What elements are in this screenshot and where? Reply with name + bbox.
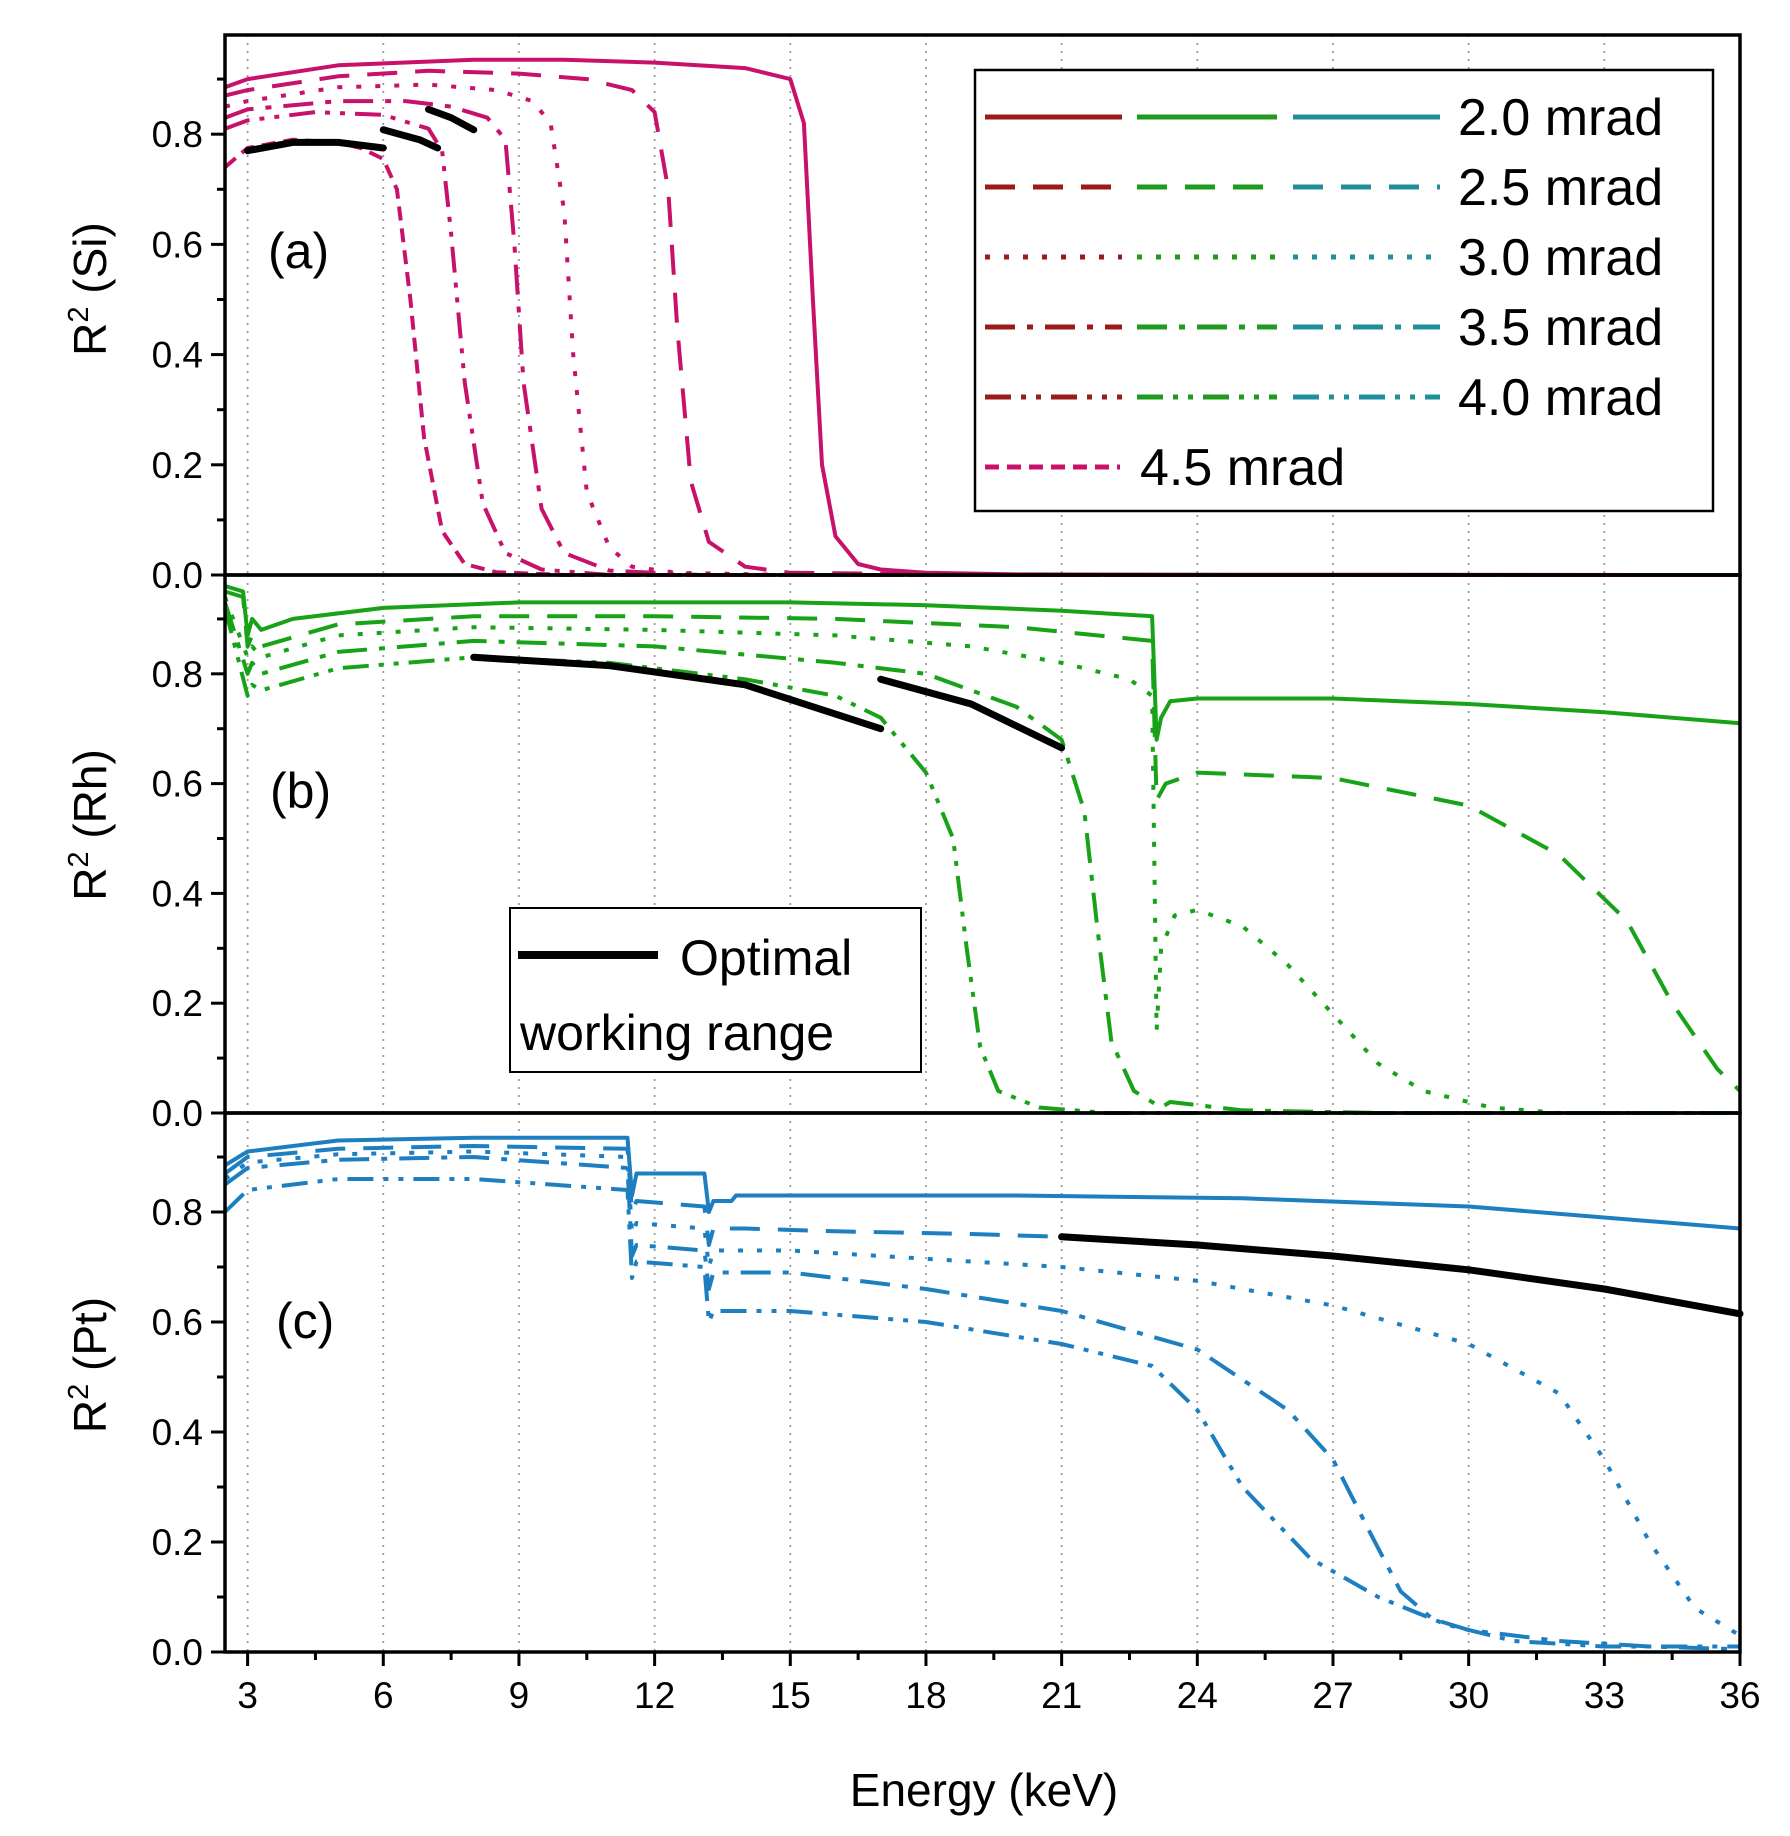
ytick-label-b-3: 0.6 (152, 764, 203, 805)
ylabel-b: R2 (Rh) (63, 749, 116, 901)
ylabel-c: R2 (Pt) (63, 1297, 116, 1433)
ytick-label-a-2: 0.4 (152, 335, 203, 376)
ylabel-a-sup: 2 (63, 306, 95, 322)
legend-label-3-0: 3.0 mrad (1458, 229, 1663, 287)
series-a-2-5-mrad (224, 68, 1740, 577)
series-c-3-0-mrad (223, 1149, 1742, 1638)
ylabel-a: R2 (Si) (63, 222, 116, 356)
series-c-2-0-mrad (223, 1135, 1741, 1231)
panel-frame-b (223, 573, 1742, 1115)
legend-label-3-5: 3.5 mrad (1458, 299, 1663, 357)
ylabel-b-sup: 2 (63, 851, 95, 867)
legend-label-2-0: 2.0 mrad (1458, 89, 1663, 147)
optimal-legend-box (509, 907, 922, 1073)
legend-label-4-5: 4.5 mrad (1140, 439, 1345, 497)
xtick-label-2: 9 (509, 1675, 530, 1716)
ytick-label-c-3: 0.6 (152, 1302, 203, 1343)
ytick-label-b-0: 0.0 (152, 1093, 203, 1134)
series-b-2-5-mrad (224, 589, 1742, 1093)
ytick-label-c-0: 0.0 (152, 1632, 203, 1673)
ylabel-c-sup: 2 (63, 1384, 95, 1400)
ylabel-b-main: R (64, 868, 116, 901)
svg-text:R2 (Pt): R2 (Pt) (63, 1297, 116, 1433)
axis-ticks: 0.0 0.2 0.4 0.6 0.8 0.0 0.2 0.4 0.6 0.8 0.0 0.2 0.4 0… (152, 77, 1761, 1716)
ytick-label-b-1: 0.2 (152, 983, 203, 1024)
legend-lines (985, 114, 1440, 470)
series-b-2-0-mrad (224, 584, 1741, 742)
series-b-3-0-mrad (223, 596, 1740, 1115)
series-b-4-0-mrad (223, 607, 1740, 1115)
ytick-label-c-1: 0.2 (152, 1522, 203, 1563)
ylabel-c-main: R (64, 1400, 116, 1433)
xtick-label-10: 33 (1584, 1675, 1625, 1716)
xtick-label-1: 6 (373, 1675, 394, 1716)
ylabel-a-rest: (Si) (64, 222, 116, 306)
xtick-label-8: 27 (1312, 1675, 1353, 1716)
xtick-label-11: 36 (1719, 1675, 1760, 1716)
ylabel-a-main: R (64, 323, 116, 356)
optimal-segment-a-0 (244, 138, 387, 155)
series-a-3-5-mrad (224, 99, 1740, 577)
xtick-label-5: 18 (905, 1675, 946, 1716)
optimal-legend-label-line2: working range (519, 1005, 834, 1061)
optimal-legend-label-line1: Optimal (680, 930, 852, 986)
xtick-label-9: 30 (1448, 1675, 1489, 1716)
ytick-label-c-2: 0.4 (152, 1412, 203, 1453)
series-c-3-5-mrad (223, 1155, 1741, 1652)
xtick-label-0: 3 (237, 1675, 258, 1716)
ytick-label-b-4: 0.8 (152, 654, 203, 695)
ytick-label-b-2: 0.4 (152, 873, 203, 914)
panel-label-b: (b) (270, 763, 331, 819)
optimal-segment-c-0 (1058, 1233, 1744, 1318)
legend-label-2-5: 2.5 mrad (1458, 159, 1663, 217)
ylabel-b-rest: (Rh) (64, 749, 116, 851)
svg-text:R2 (Si): R2 (Si) (63, 222, 116, 356)
panel-label-c: (c) (276, 1293, 334, 1349)
ytick-label-a-1: 0.2 (152, 445, 203, 486)
xtick-label-3: 12 (634, 1675, 675, 1716)
panel-frame-c (223, 1111, 1742, 1654)
axes-frames (223, 33, 1742, 1654)
optimal-range-legend: Optimal working range (509, 907, 922, 1073)
optimal-segment-a-2 (425, 105, 478, 134)
data-series (223, 57, 1744, 1652)
xtick-label-7: 24 (1177, 1675, 1218, 1716)
legend: 2.0 mrad 2.5 mrad 3.0 mrad 3.5 mrad 4.0 … (973, 68, 1715, 513)
legend-box (973, 68, 1715, 513)
optimal-segment-a-1 (379, 126, 442, 152)
ytick-label-a-0: 0.0 (152, 555, 203, 596)
x-axis-label: Energy (keV) (850, 1764, 1118, 1816)
xtick-label-6: 21 (1041, 1675, 1082, 1716)
optimal-segment-b-1 (877, 675, 1066, 752)
svg-text:R2 (Rh): R2 (Rh) (63, 749, 116, 901)
series-b-3-5-mrad (223, 601, 1740, 1115)
optimal-segment-b-0 (470, 653, 885, 733)
ytick-label-a-4: 0.8 (152, 114, 203, 155)
panel-label-a: (a) (268, 223, 329, 279)
ylabel-c-rest: (Pt) (64, 1297, 116, 1384)
series-a-4-0-mrad (224, 110, 1740, 577)
xtick-label-4: 15 (770, 1675, 811, 1716)
ytick-label-c-4: 0.8 (152, 1192, 203, 1233)
ytick-label-a-3: 0.6 (152, 224, 203, 265)
series-c-4-0-mrad (223, 1177, 1740, 1649)
legend-label-4-0: 4.0 mrad (1458, 369, 1663, 427)
